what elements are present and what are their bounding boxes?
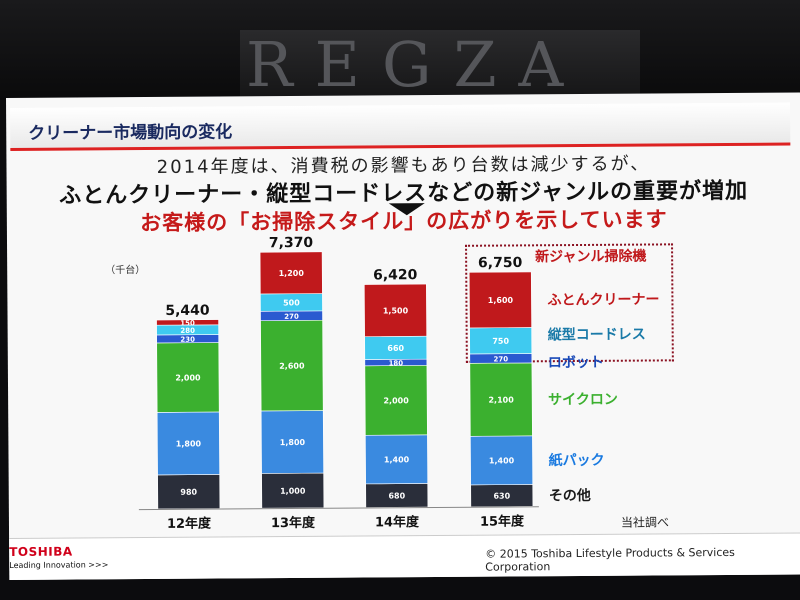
category-label: 15年度 xyxy=(480,513,525,529)
category-label: 13年度 xyxy=(271,515,316,531)
segment-value-label: 2,100 xyxy=(488,395,514,404)
bar-total-label: 6,750 xyxy=(478,255,523,271)
segment-value-label: 1,600 xyxy=(488,296,514,305)
segment-value-label: 1,400 xyxy=(489,456,515,465)
bar-total-label: 7,370 xyxy=(269,235,314,251)
legend-label: 紙パック xyxy=(548,452,604,469)
segment-value-label: 980 xyxy=(180,488,197,497)
segment-value-label: 180 xyxy=(389,359,404,367)
segment-value-label: 1,400 xyxy=(384,455,410,464)
segment-value-label: 1,800 xyxy=(280,438,306,447)
toshiba-logo: TOSHIBA xyxy=(9,544,73,559)
segment-value-label: 150 xyxy=(180,319,195,327)
legend-label: 縦型コードレス xyxy=(548,326,646,344)
segment-value-label: 2,600 xyxy=(279,362,305,371)
segment-value-label: 1,800 xyxy=(176,439,202,448)
segment-value-label: 1,200 xyxy=(279,269,305,278)
bar-segment xyxy=(259,251,323,295)
segment-value-label: 630 xyxy=(493,492,510,501)
brand-sign xyxy=(240,30,640,100)
tagline: Leading Innovation >>> xyxy=(9,560,109,570)
bar-total-label: 5,440 xyxy=(165,303,210,319)
bar-segment xyxy=(364,283,427,337)
brand-logo: REGZA xyxy=(246,28,586,101)
new-genre-label: 新ジャンル掃除機 xyxy=(535,248,646,266)
background-wall: REGZA xyxy=(0,0,800,101)
source-note: 当社調べ xyxy=(620,515,670,530)
segment-value-label: 1,500 xyxy=(383,306,409,315)
segment-value-label: 1,000 xyxy=(280,487,306,496)
presentation-screen: クリーナー市場動向の変化 2014年度は、消費税の影響もあり台数は減少するが、 … xyxy=(6,92,800,580)
x-axis-line xyxy=(138,506,539,511)
bar-segment xyxy=(468,271,532,329)
segment-value-label: 280 xyxy=(180,327,195,335)
bar-segment xyxy=(156,319,219,326)
legend-label: ふとんクリーナー xyxy=(547,292,659,309)
segment-value-label: 2,000 xyxy=(383,396,409,405)
slide-footer: TOSHIBA Leading Innovation >>> © 2015 To… xyxy=(9,532,800,580)
segment-value-label: 270 xyxy=(493,355,508,363)
segment-value-label: 2,000 xyxy=(175,373,201,382)
legend-label: ロボット xyxy=(548,355,604,371)
segment-value-label: 230 xyxy=(180,336,195,344)
copyright: © 2015 Toshiba Lifestyle Products & Serv… xyxy=(485,545,735,574)
legend-label: その他 xyxy=(549,487,591,504)
segment-value-label: 660 xyxy=(387,344,404,353)
segment-value-label: 750 xyxy=(492,337,509,346)
category-label: 12年度 xyxy=(167,516,212,532)
legend-label: サイクロン xyxy=(548,392,618,408)
segment-value-label: 680 xyxy=(388,491,405,500)
segment-value-label: 500 xyxy=(283,298,300,307)
segment-value-label: 270 xyxy=(284,313,299,321)
category-label: 14年度 xyxy=(375,514,420,530)
bar-total-label: 6,420 xyxy=(373,267,418,283)
